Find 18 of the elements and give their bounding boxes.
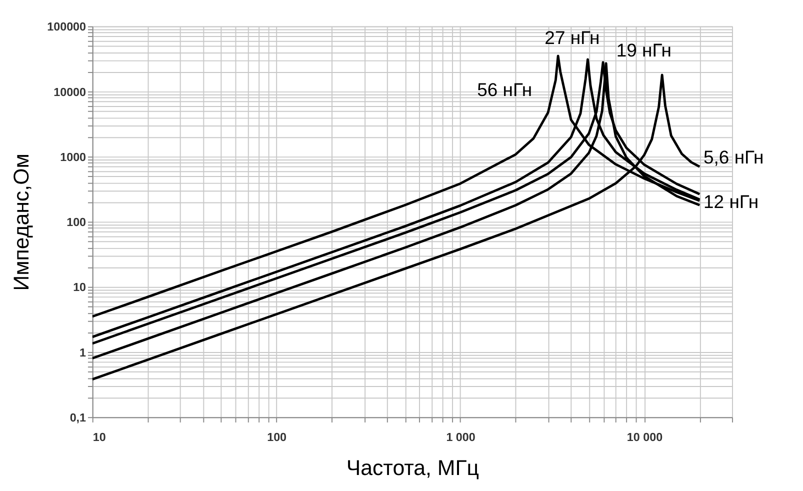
- series-label: 27 нГн: [544, 26, 600, 48]
- x-tick-label: 100: [267, 430, 287, 444]
- x-tick-label: 10: [92, 430, 106, 444]
- y-tick-label: 10000: [54, 86, 86, 99]
- y-tick-label: 1000: [60, 150, 86, 164]
- y-tick-label: 1: [80, 346, 87, 360]
- y-tick-label: 0,1: [70, 411, 87, 424]
- y-axis-title: Импеданс,Ом: [10, 154, 34, 291]
- series-label: 5,6 нГн: [704, 146, 764, 168]
- series-label: 56 нГн: [477, 78, 532, 100]
- y-tick-label: 100: [66, 216, 86, 230]
- x-axis-title: Частота, МГц: [346, 456, 480, 480]
- y-tick-label: 100000: [47, 20, 86, 34]
- series-label: 19 нГн: [616, 39, 672, 60]
- series-label: 12 нГн: [704, 191, 759, 212]
- x-tick-label: 1 000: [446, 430, 476, 444]
- y-tick-label: 10: [73, 281, 86, 294]
- x-tick-label: 10 000: [626, 430, 663, 444]
